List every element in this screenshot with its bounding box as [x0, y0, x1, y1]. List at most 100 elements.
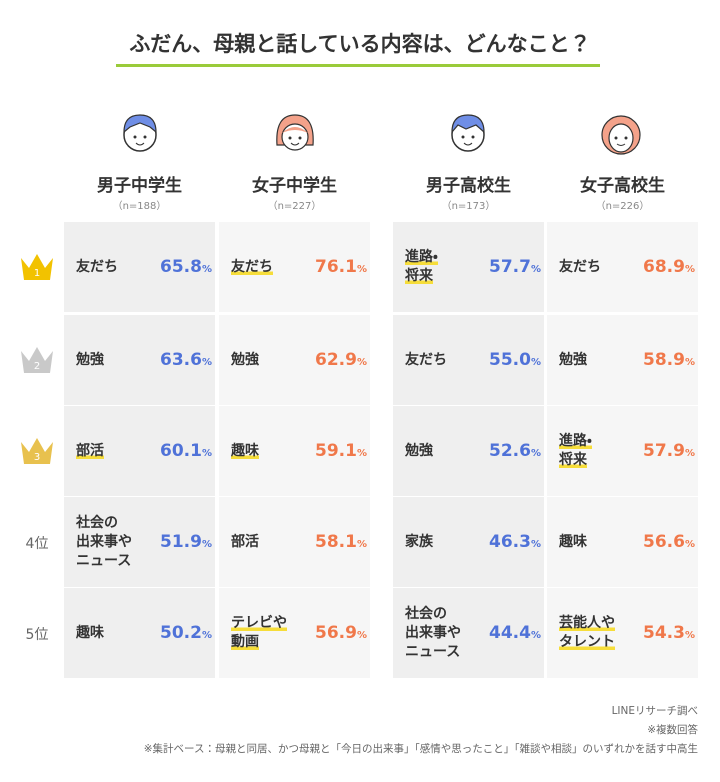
- item-value: 56.9%: [309, 623, 367, 643]
- item-label: 勉強: [559, 351, 587, 368]
- percent-sign: %: [356, 357, 367, 368]
- cell: 進路・ 将来 57.7%: [393, 222, 544, 312]
- item-label: 趣味: [76, 624, 104, 641]
- cell: 趣味 59.1%: [219, 406, 370, 496]
- item-value: 52.6%: [483, 441, 541, 461]
- item-value: 62.9%: [309, 350, 367, 370]
- icons: [123, 114, 641, 155]
- percent-sign: %: [684, 357, 695, 368]
- item-label: 友だち: [76, 258, 118, 275]
- cell: 友だち 65.8%: [64, 222, 215, 312]
- cell: 芸能人や タレント 54.3%: [547, 588, 698, 678]
- percent-sign: %: [356, 630, 367, 641]
- cell: 趣味 50.2%: [64, 588, 215, 678]
- highlight-label: テレビや 動画: [231, 615, 287, 650]
- value-number: 68.9: [643, 257, 685, 277]
- rank-number: 2: [34, 361, 40, 372]
- item-value: 57.9%: [637, 441, 695, 461]
- highlight-label: 進路・ 将来: [405, 249, 438, 284]
- percent-sign: %: [356, 448, 367, 459]
- item-label: 友だち: [405, 351, 447, 368]
- item-value: 63.6%: [154, 350, 212, 370]
- value-number: 55.0: [489, 350, 531, 370]
- cell: 部活 58.1%: [219, 497, 370, 587]
- value-number: 59.1: [315, 441, 357, 461]
- title: ふだん、母親と話している内容は、どんなこと？: [129, 32, 591, 56]
- item-value: 60.1%: [154, 441, 212, 461]
- footer-note: ※集計ベース：母親と同居、かつ母親と「今日の出来事」「感情や思ったこと」「雑談や…: [143, 743, 698, 755]
- cell: 趣味 56.6%: [547, 497, 698, 587]
- cell: 友だち 55.0%: [393, 315, 544, 405]
- cell: 友だち 68.9%: [547, 222, 698, 312]
- rank-label: 4位: [25, 536, 49, 552]
- item-label: 進路・ 将来: [405, 248, 483, 286]
- item-label: 友だち: [231, 258, 309, 277]
- percent-sign: %: [684, 630, 695, 641]
- value-number: 63.6: [160, 350, 202, 370]
- footer-note: ※複数回答: [647, 724, 698, 736]
- cell: 家族 46.3%: [393, 497, 544, 587]
- percent-sign: %: [530, 630, 541, 641]
- percent-sign: %: [201, 357, 212, 368]
- value-number: 58.1: [315, 532, 357, 552]
- highlight-label: 芸能人や タレント: [559, 615, 615, 650]
- value-number: 57.9: [643, 441, 685, 461]
- cell: 社会の 出来事や ニュース 51.9%: [64, 497, 215, 587]
- rank-number: 3: [34, 452, 40, 463]
- percent-sign: %: [530, 357, 541, 368]
- highlight-label: 進路・ 将来: [559, 433, 592, 468]
- group-n: （n=188）: [112, 201, 167, 212]
- rank-label: 5位: [25, 627, 49, 643]
- crown: 3: [21, 438, 53, 464]
- item-value: 46.3%: [483, 532, 541, 552]
- title-underline: [116, 64, 600, 67]
- value-number: 51.9: [160, 532, 202, 552]
- group-name: 男子中学生: [97, 176, 182, 196]
- crown-shape: [21, 438, 53, 464]
- item-value: 58.9%: [637, 350, 695, 370]
- icon-girl-hs: [601, 115, 641, 155]
- cell: 勉強 58.9%: [547, 315, 698, 405]
- percent-sign: %: [530, 448, 541, 459]
- icon-boy-hs: [451, 114, 485, 152]
- item-label: 趣味: [559, 533, 587, 550]
- item-value: 44.4%: [483, 623, 541, 643]
- item-value: 59.1%: [309, 441, 367, 461]
- cell: テレビや 動画 56.9%: [219, 588, 370, 678]
- group-name: 女子中学生: [252, 176, 337, 196]
- item-value: 76.1%: [309, 257, 367, 277]
- group-name: 女子高校生: [580, 176, 665, 196]
- group-name: 男子高校生: [426, 176, 511, 196]
- item-value: 54.3%: [637, 623, 695, 643]
- item-value: 68.9%: [637, 257, 695, 277]
- highlight-label: 部活: [76, 442, 104, 459]
- footer-note: LINEリサーチ調べ: [611, 705, 698, 717]
- item-value: 51.9%: [154, 532, 212, 552]
- cell: 進路・ 将来 57.9%: [547, 406, 698, 496]
- item-value: 65.8%: [154, 257, 212, 277]
- crown: 2: [21, 347, 53, 373]
- item-label: 社会の 出来事や ニュース: [76, 514, 132, 569]
- value-number: 50.2: [160, 623, 202, 643]
- percent-sign: %: [356, 264, 367, 275]
- value-number: 44.4: [489, 623, 531, 643]
- value-number: 56.6: [643, 532, 685, 552]
- percent-sign: %: [201, 448, 212, 459]
- item-value: 56.6%: [637, 532, 695, 552]
- item-label: 社会の 出来事や ニュース: [405, 605, 461, 660]
- item-label: 趣味: [231, 442, 309, 461]
- item-label: 芸能人や タレント: [559, 614, 637, 652]
- percent-sign: %: [201, 630, 212, 641]
- cell: 友だち 76.1%: [219, 222, 370, 312]
- rank-number: 1: [34, 268, 40, 279]
- value-number: 46.3: [489, 532, 531, 552]
- percent-sign: %: [684, 264, 695, 275]
- item-value: 50.2%: [154, 623, 212, 643]
- value-number: 62.9: [315, 350, 357, 370]
- crown-shape: [21, 254, 53, 280]
- crown-shape: [21, 347, 53, 373]
- value-number: 60.1: [160, 441, 202, 461]
- value-number: 57.7: [489, 257, 531, 277]
- percent-sign: %: [201, 264, 212, 275]
